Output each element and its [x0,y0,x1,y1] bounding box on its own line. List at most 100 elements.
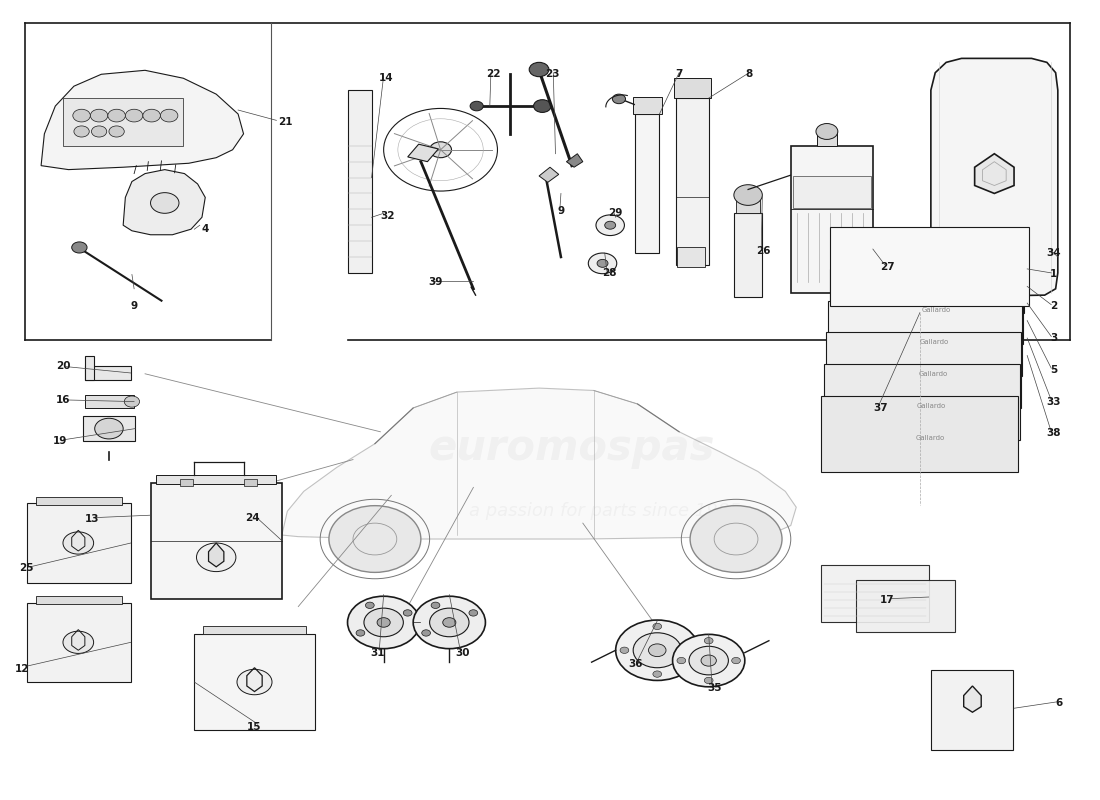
Bar [791,146,873,293]
Circle shape [605,222,616,229]
Circle shape [72,242,87,253]
Circle shape [109,126,124,137]
Circle shape [469,610,477,616]
Text: 12: 12 [15,663,30,674]
Text: 34: 34 [1046,248,1060,258]
Text: 26: 26 [756,246,771,256]
Circle shape [95,418,123,439]
Circle shape [143,110,161,122]
Circle shape [704,638,713,644]
Text: 32: 32 [381,210,395,221]
Bar [26,503,131,582]
Circle shape [125,110,143,122]
Text: 31: 31 [370,648,384,658]
Circle shape [649,644,666,657]
Polygon shape [282,388,796,539]
Bar [857,580,955,632]
Circle shape [732,658,740,664]
Text: 37: 37 [873,403,888,413]
Circle shape [534,100,551,113]
Bar [26,602,131,682]
Bar [675,98,708,265]
Polygon shape [964,686,981,712]
Circle shape [430,142,451,158]
Bar [85,366,131,380]
Polygon shape [931,58,1058,297]
Bar [828,301,1022,376]
Bar [822,566,928,622]
Text: 16: 16 [56,395,70,405]
Circle shape [161,110,178,122]
Bar [243,479,256,486]
Bar [824,364,1020,440]
Text: 6: 6 [1055,698,1063,709]
Circle shape [634,633,681,668]
Circle shape [470,102,483,111]
Circle shape [236,670,272,694]
Circle shape [73,110,90,122]
Circle shape [701,655,716,666]
Bar [63,98,184,146]
Text: 19: 19 [53,436,67,446]
Text: Gallardo: Gallardo [915,434,945,441]
Circle shape [151,193,179,214]
Text: euromospas: euromospas [429,426,715,469]
Circle shape [91,126,107,137]
Bar [931,670,1013,750]
Circle shape [365,602,374,609]
Circle shape [356,630,365,636]
Circle shape [685,647,694,654]
Bar [35,497,122,505]
Circle shape [672,634,745,686]
Text: 4: 4 [201,224,209,234]
Text: 39: 39 [428,278,442,287]
Polygon shape [566,154,583,167]
Text: 35: 35 [707,682,722,693]
Text: 24: 24 [245,513,260,522]
Polygon shape [123,170,206,234]
Text: 3: 3 [1049,333,1057,343]
Circle shape [90,110,108,122]
Text: 30: 30 [455,648,470,658]
Text: 14: 14 [378,74,393,83]
Circle shape [616,620,699,681]
Bar [736,199,760,214]
Text: 23: 23 [544,70,560,79]
Bar [151,483,282,598]
Bar [676,246,705,266]
Text: Gallardo: Gallardo [918,371,947,377]
Circle shape [676,658,685,664]
Circle shape [63,631,94,654]
Circle shape [620,647,629,654]
Bar [826,333,1021,408]
Circle shape [588,253,617,274]
Text: 8: 8 [746,70,752,79]
Circle shape [653,623,661,630]
Circle shape [404,610,412,616]
Circle shape [348,596,420,649]
Text: 5: 5 [1049,365,1057,375]
Text: 17: 17 [880,595,894,605]
Bar [636,114,659,253]
Bar [634,97,661,114]
Polygon shape [408,144,439,162]
Text: 28: 28 [602,268,616,278]
Circle shape [108,110,125,122]
Bar [793,176,871,208]
Bar [822,396,1019,471]
Circle shape [596,215,625,235]
Bar [82,416,135,442]
Bar [156,474,276,484]
Polygon shape [209,543,224,567]
Circle shape [124,396,140,407]
Text: 22: 22 [486,70,500,79]
Bar [817,131,837,146]
Polygon shape [539,167,559,182]
Bar [348,90,372,273]
Text: Gallardo: Gallardo [916,402,946,409]
Bar [85,395,134,408]
Text: 7: 7 [675,70,683,79]
Bar [195,634,315,730]
Text: 29: 29 [608,208,623,218]
Bar [180,479,194,486]
